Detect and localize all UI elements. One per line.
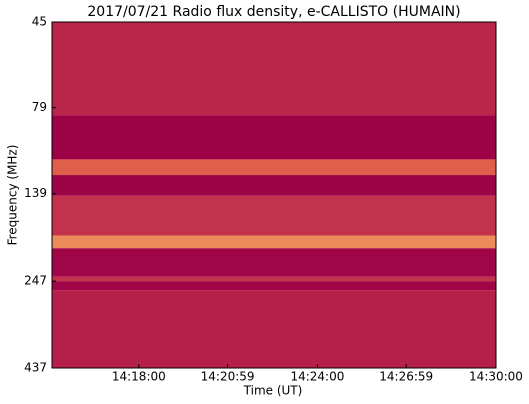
y-tick-label: 45 xyxy=(32,15,47,29)
x-tick-label: 14:20:59 xyxy=(201,370,255,384)
x-tick-label: 14:30:00 xyxy=(469,370,523,384)
x-tick-label: 14:26:59 xyxy=(379,370,433,384)
spectrum-band xyxy=(52,175,496,196)
x-tick-label: 14:18:00 xyxy=(112,370,166,384)
spectrum-band xyxy=(52,22,496,116)
spectrum-band xyxy=(52,281,496,291)
y-tick-label: 437 xyxy=(24,361,47,375)
spectrum-band xyxy=(52,115,496,160)
plot-frame xyxy=(51,21,497,369)
y-tick-label: 79 xyxy=(32,100,47,114)
spectrum-band xyxy=(52,235,496,249)
spectrum-band xyxy=(52,290,496,368)
chart-title: 2017/07/21 Radio flux density, e-CALLIST… xyxy=(87,4,460,20)
spectrum-band xyxy=(52,159,496,176)
y-tick-label: 247 xyxy=(24,274,47,288)
x-axis-label: Time (UT) xyxy=(243,384,303,398)
spectrum-band xyxy=(52,248,496,277)
y-axis-label: Frequency (MHz) xyxy=(6,145,20,246)
y-tick-label: 139 xyxy=(24,186,47,200)
spectrum-band xyxy=(52,195,496,236)
spectrum-band xyxy=(52,276,496,282)
x-tick-label: 14:24:00 xyxy=(290,370,344,384)
